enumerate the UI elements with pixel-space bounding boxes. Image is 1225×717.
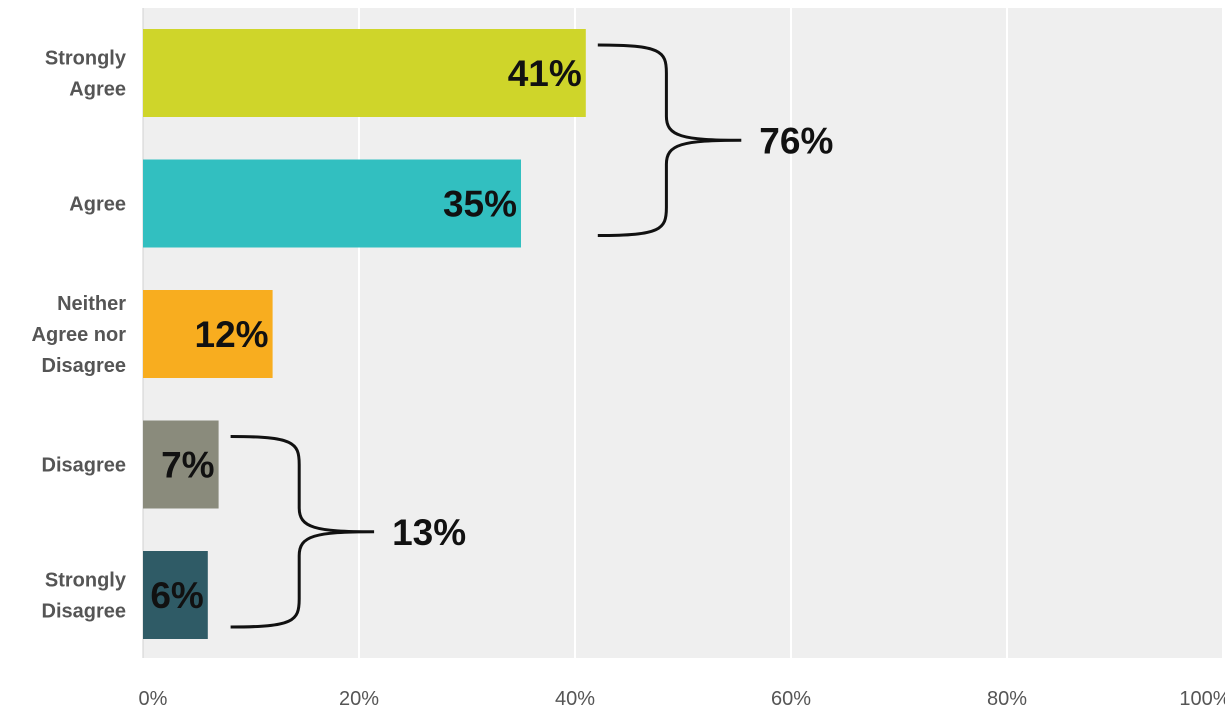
category-label: Strongly Disagree — [42, 570, 127, 623]
group-total-label: 13% — [392, 512, 466, 553]
group-total-label: 76% — [759, 120, 833, 161]
data-label: 12% — [195, 314, 269, 355]
data-label: 6% — [150, 575, 203, 616]
category-label: Agree — [69, 194, 126, 216]
group-brace — [597, 43, 742, 237]
bar — [143, 29, 586, 117]
bar — [143, 290, 273, 378]
category-label: Disagree — [42, 455, 127, 477]
x-tick-label: 80% — [987, 688, 1027, 710]
x-tick-label: 0% — [139, 688, 168, 710]
data-label: 41% — [508, 53, 582, 94]
bar — [143, 420, 219, 509]
x-tick-label: 20% — [339, 688, 379, 710]
bar — [143, 551, 208, 639]
x-tick-label: 60% — [771, 688, 811, 710]
x-tick-label: 40% — [555, 688, 595, 710]
category-label: Strongly Agree — [45, 48, 127, 101]
data-label: 35% — [443, 184, 517, 225]
x-tick-label: 100% — [1179, 688, 1225, 710]
data-label: 7% — [161, 445, 214, 486]
category-label: Neither Agree nor Disagree — [32, 293, 127, 377]
bar — [143, 159, 521, 248]
group-brace — [230, 435, 375, 629]
